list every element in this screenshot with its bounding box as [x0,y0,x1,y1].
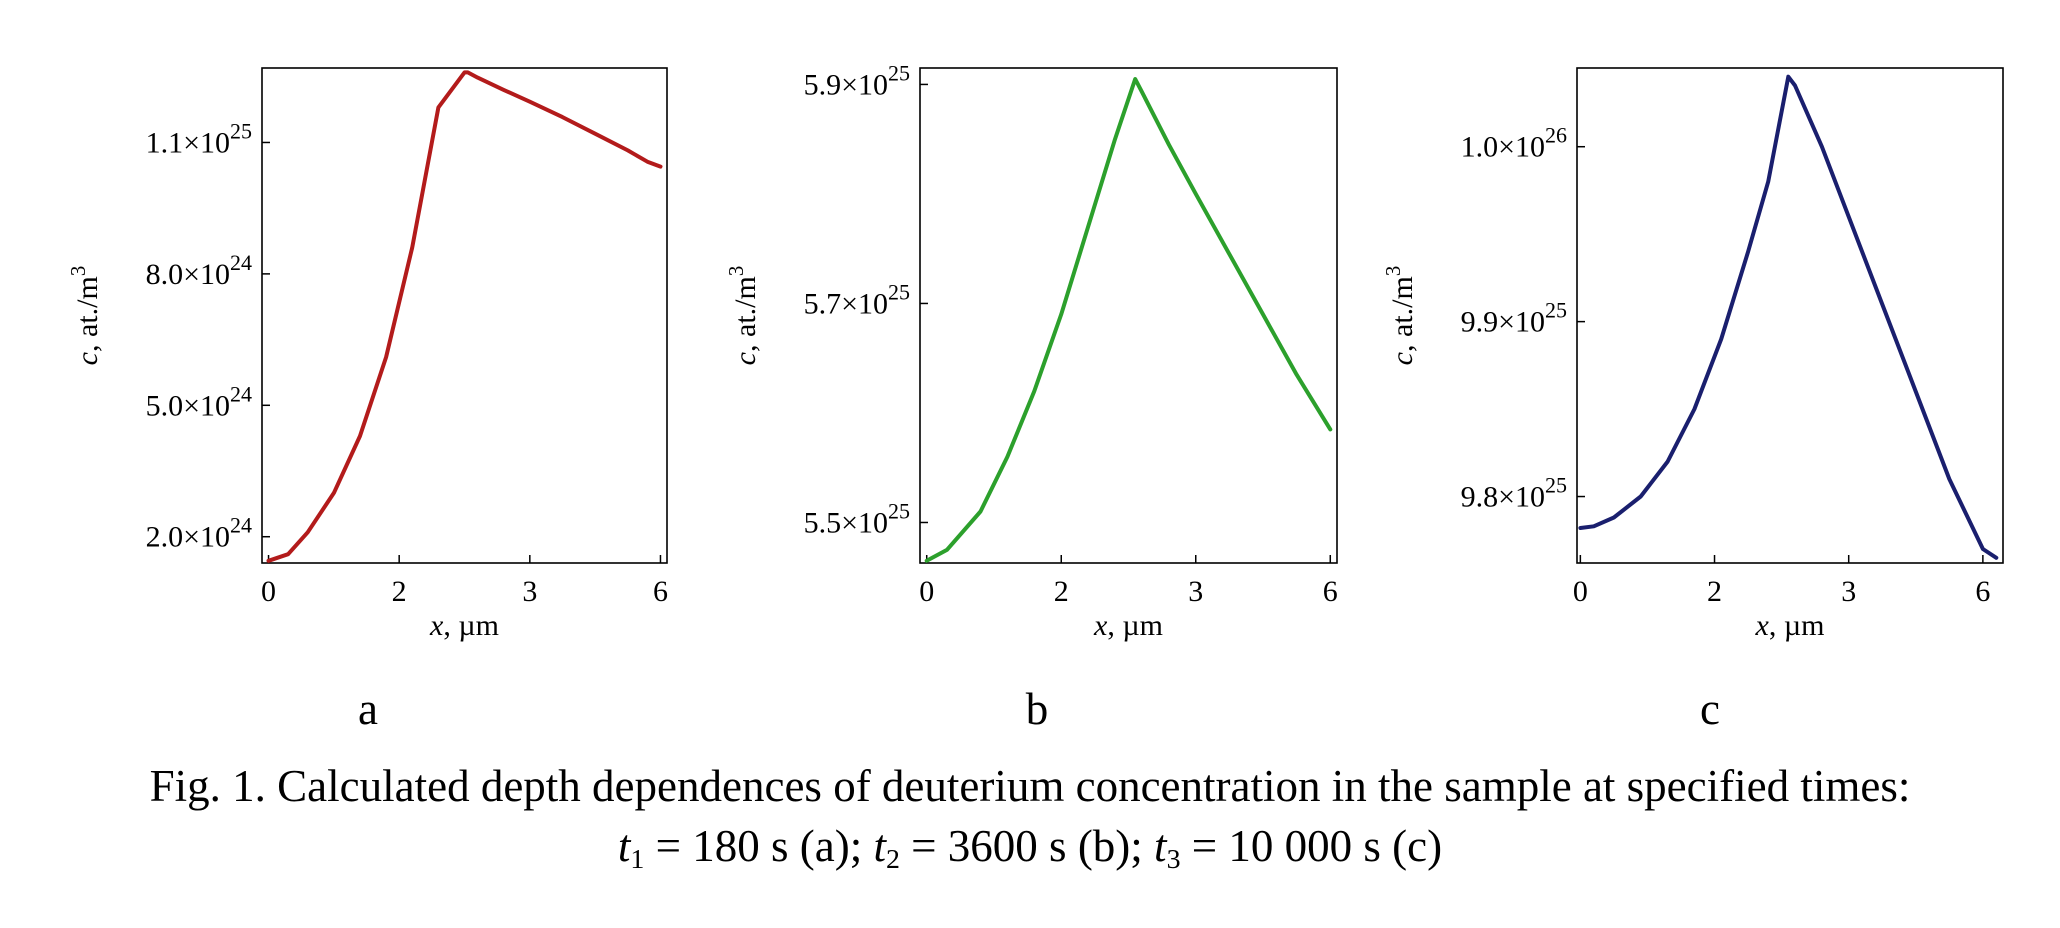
y-tick-label: 2.0×1024 [146,513,252,554]
t3-sub: 3 [1166,843,1181,875]
y-tick-label: 8.0×1024 [146,250,252,291]
t3-text: = 10 000 s (c) [1180,821,1443,871]
panel-a: 0 2 3 6 2.0×1024 5.0×1024 8.0×1024 1.1×1025 x, µ… [66,67,668,734]
panel-label: c [1700,684,1720,734]
x-tick-label: 3 [1841,575,1856,608]
panel-c: 0 2 3 6 9.8×1025 9.9×1025 1.0×1026 x, µm c, at./… [1381,67,2004,734]
y-axis-label: c, at./m3 [724,266,762,366]
t1-text: = 180 s (a); [644,821,874,871]
figure-caption-line-2: t1 = 180 s (a); t2 = 3600 s (b); t3 = 10… [0,820,2060,876]
y-tick-label: 5.7×1025 [804,279,910,320]
y-tick-label: 1.0×1026 [1461,123,1567,164]
series-line [1578,74,1999,560]
y-tick-label: 5.9×1025 [804,60,910,101]
y-tick-label: 5.0×1024 [146,381,252,422]
t3-var: t [1154,821,1167,871]
y-tick-label: 9.9×1025 [1461,298,1567,339]
x-axis-label: x, µm [1093,609,1163,642]
x-axis-label: x, µm [1755,609,1825,642]
x-tick-label: 6 [1323,575,1338,608]
y-tick-label: 1.1×1025 [146,118,252,159]
x-tick-label: 0 [919,575,934,608]
y-axis-label: c, at./m3 [1381,266,1419,366]
plot-frame [261,67,668,564]
panel-label: a [358,684,378,734]
x-tick-label: 2 [1707,575,1722,608]
t1-sub: 1 [630,843,645,875]
x-tick-label: 3 [1188,575,1203,608]
x-axis-label: x, µm [429,609,499,642]
x-tick-label: 2 [1054,575,1069,608]
x-tick-label: 0 [1573,575,1588,608]
plot-frame [919,67,1338,564]
t1-var: t [617,821,631,871]
panel-b: 0 2 3 6 5.5×1025 5.7×1025 5.9×1025 x, µm c, at./… [724,60,1338,734]
y-axis-label: c, at./m3 [66,266,104,366]
y-tick-label: 5.5×1025 [804,498,910,539]
t2-text: = 3600 s (b); [899,821,1155,871]
series-line [924,77,1333,563]
x-tick-label: 6 [1975,575,1990,608]
t2-var: t [873,821,886,871]
plot-frame [1576,67,2004,564]
series-line [266,70,663,563]
x-tick-label: 2 [392,575,407,608]
y-tick-label: 9.8×1025 [1461,473,1567,514]
x-tick-label: 3 [522,575,537,608]
t2-sub: 2 [885,843,900,875]
panel-label: b [1026,684,1049,734]
figure-caption-line-1: Fig. 1. Calculated depth dependences of … [149,761,1911,811]
x-tick-label: 6 [653,575,668,608]
x-tick-label: 0 [261,575,276,608]
